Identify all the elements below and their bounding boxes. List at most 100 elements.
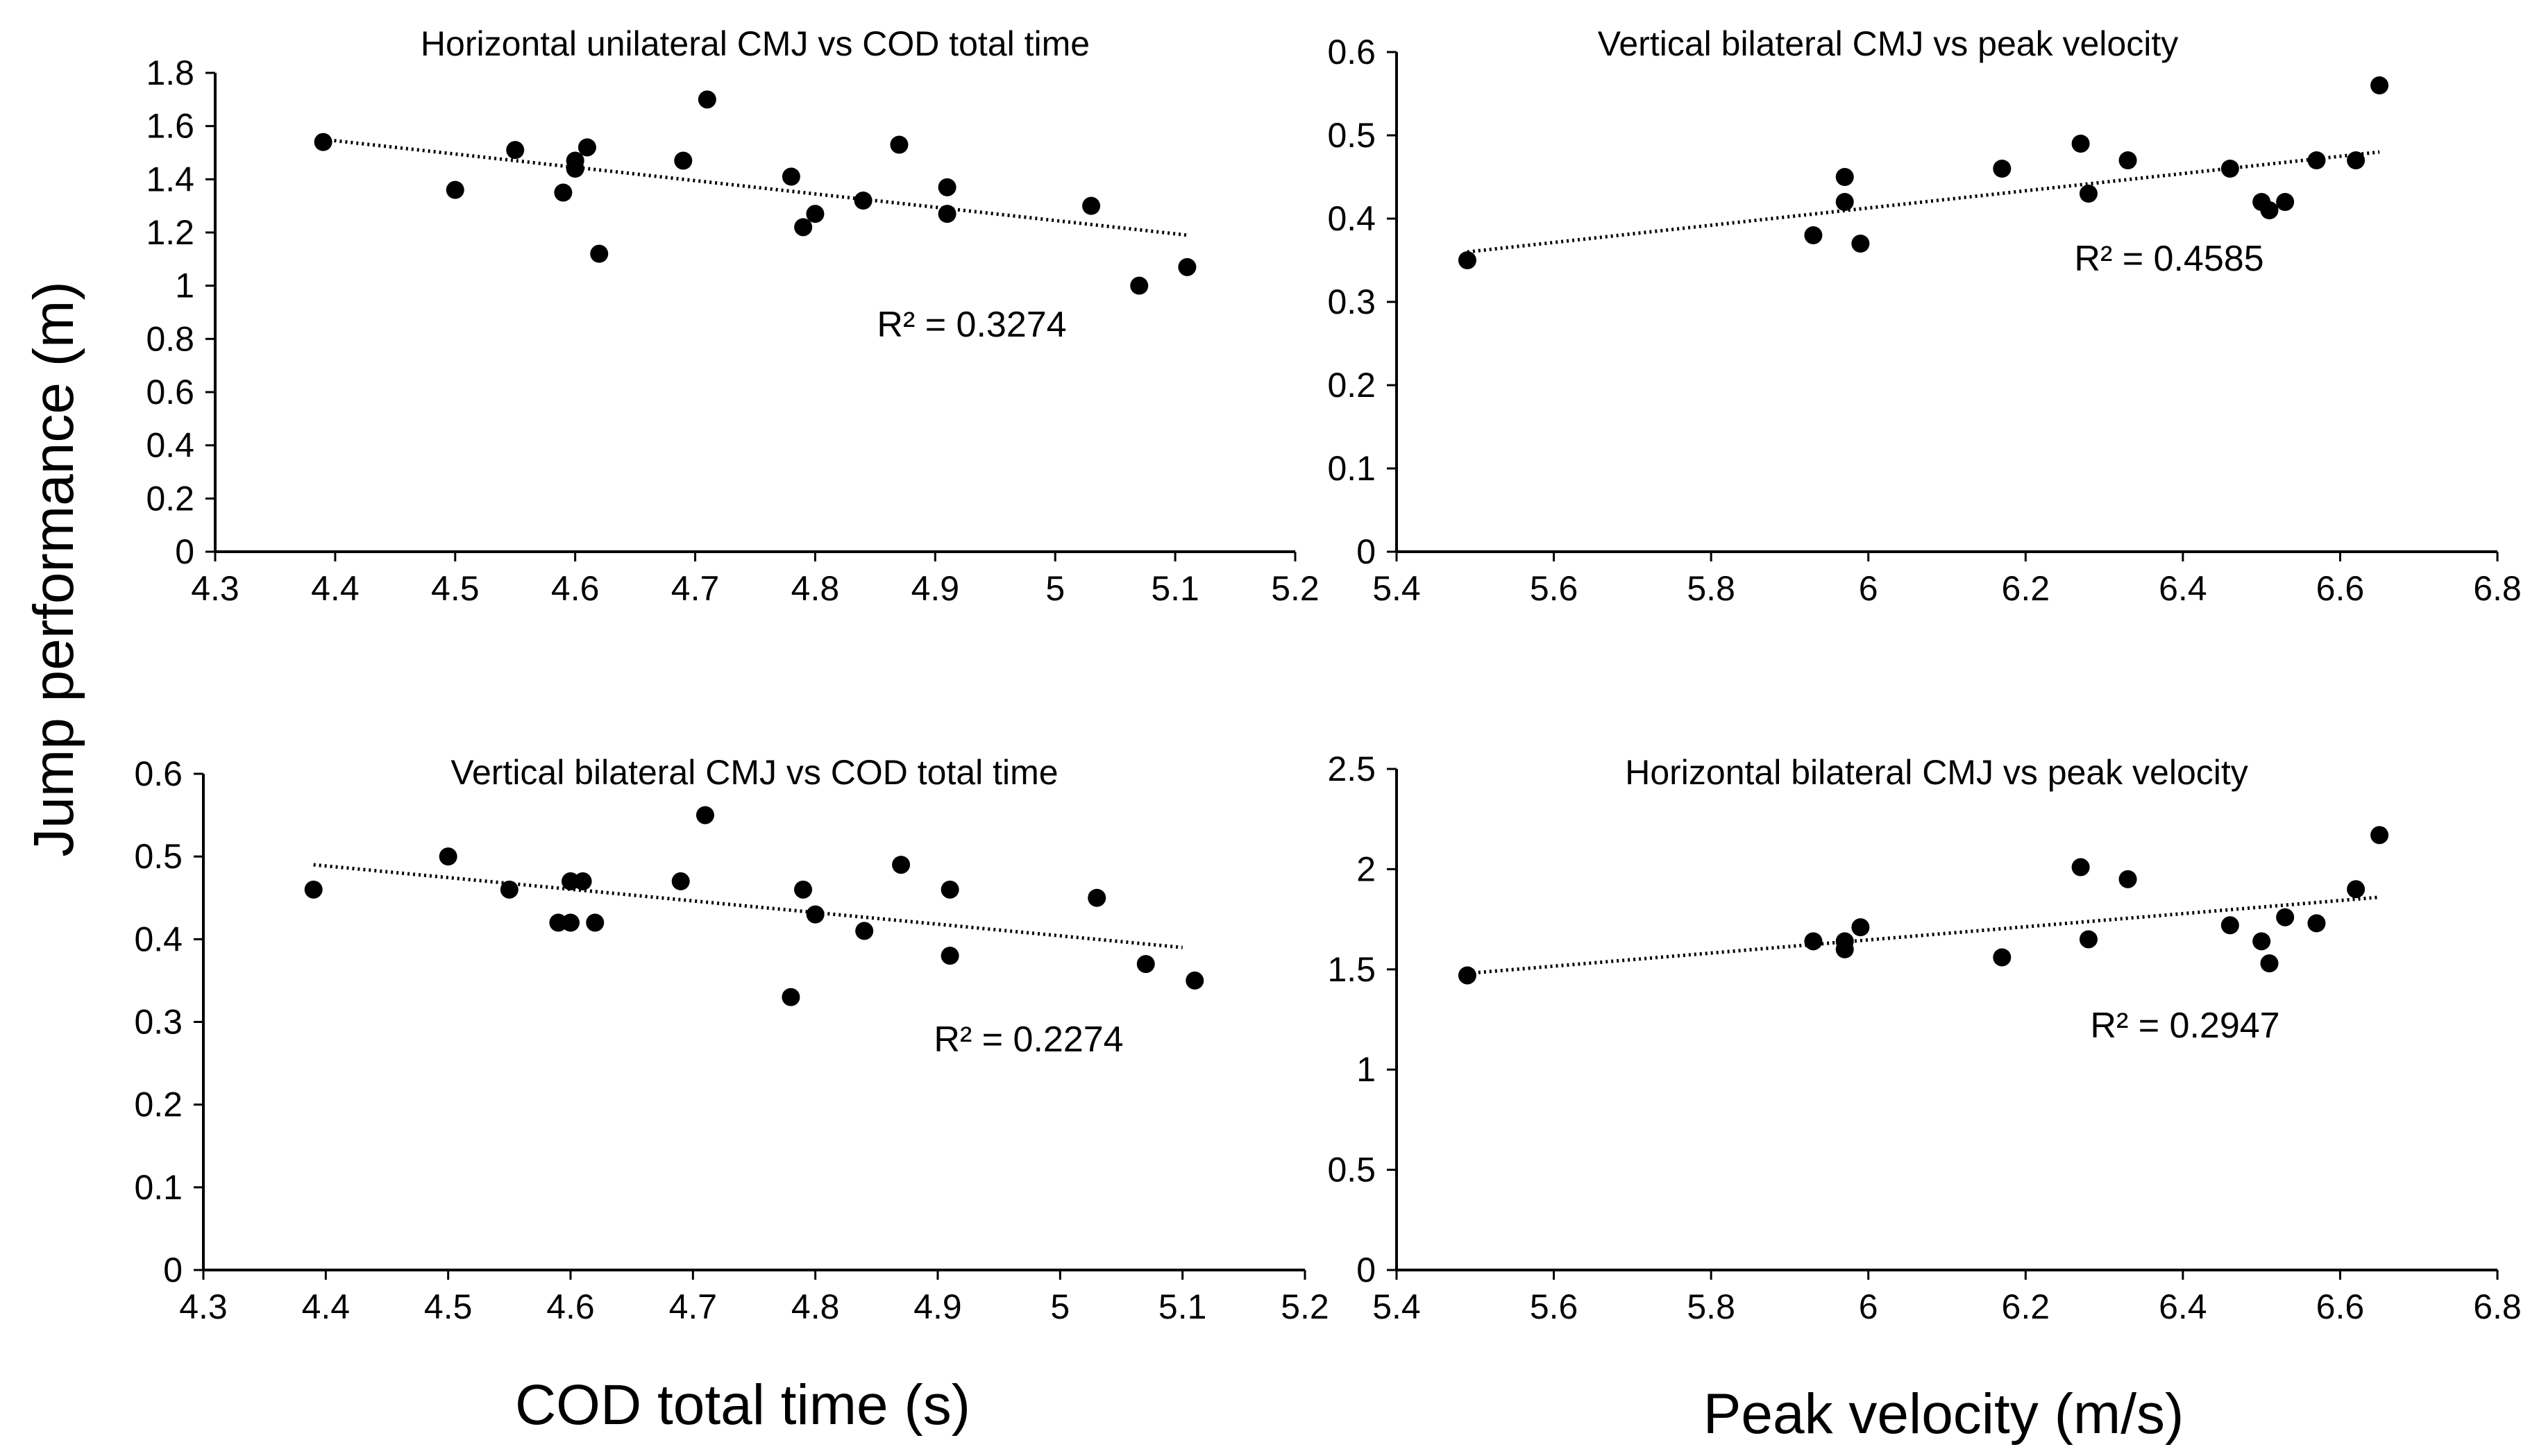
data-point <box>674 151 693 170</box>
data-point <box>1835 193 1854 211</box>
data-point <box>2260 954 2279 973</box>
data-point <box>2071 858 2090 877</box>
x-tick-label: 6 <box>1859 569 1878 608</box>
x-tick-label: 5.1 <box>1158 1287 1207 1326</box>
x-tick-label: 4.8 <box>791 1287 840 1326</box>
y-tick-label: 0.3 <box>134 1003 183 1042</box>
r-squared-label: R² = 0.4585 <box>2074 239 2263 279</box>
x-tick-label: 5.8 <box>1687 569 1735 608</box>
data-point <box>938 205 956 223</box>
y-tick-label: 0 <box>1356 532 1376 571</box>
x-tick-label: 4.9 <box>911 569 960 608</box>
data-point <box>890 135 909 154</box>
x-tick-label: 5.4 <box>1372 1287 1421 1326</box>
y-axis-label: Jump performance (m) <box>22 281 85 856</box>
data-point <box>2252 932 2271 951</box>
chart-title: Vertical bilateral CMJ vs peak velocity <box>1598 24 2178 63</box>
x-tick-label: 5.4 <box>1372 569 1421 608</box>
data-point <box>794 218 813 237</box>
y-tick-label: 0.1 <box>134 1168 183 1207</box>
data-point <box>2220 160 2239 178</box>
y-tick-label: 0.1 <box>1327 449 1376 488</box>
data-point <box>314 133 332 151</box>
trend-line <box>1467 895 2380 976</box>
data-point <box>573 872 592 890</box>
y-tick-label: 0.6 <box>1327 33 1376 71</box>
data-point <box>2347 880 2366 899</box>
x-tick-label: 4.7 <box>669 1287 718 1326</box>
data-point <box>1835 940 1854 958</box>
y-tick-label: 1.2 <box>146 213 194 252</box>
y-tick-label: 0 <box>1356 1251 1376 1289</box>
data-point <box>304 880 323 899</box>
x-tick-label: 5.6 <box>1530 1287 1578 1326</box>
chart-panel-4: 5.4 5.6 5.8 6 6.2 6.4 6.6 6.8 0 0.5 1 1.5 2 2.5 Horizo… <box>1327 750 2521 1326</box>
trend-line <box>323 137 1188 237</box>
data-point <box>892 856 911 874</box>
x-tick-label: 6.4 <box>2159 569 2207 608</box>
chart-panel-2: 5.4 5.6 5.8 6 6.2 6.4 6.6 6.8 0 0.1 0.2 0.3 0.4 0.5 0.… <box>1327 24 2521 608</box>
x-tick-label: 5.8 <box>1687 1287 1735 1326</box>
x-tick-label: 5.1 <box>1151 569 1199 608</box>
x-tick-label: 5 <box>1050 1287 1070 1326</box>
x-tick-label: 6.6 <box>2316 569 2365 608</box>
y-tick-label: 0.4 <box>134 920 183 958</box>
data-point <box>446 180 464 199</box>
data-point <box>1458 966 1476 985</box>
data-point <box>1186 971 1204 990</box>
y-tick-label: 0.6 <box>146 373 194 412</box>
r-squared-label: R² = 0.2947 <box>2090 1006 2279 1046</box>
chart-title: Horizontal bilateral CMJ vs peak velocit… <box>1625 753 2248 792</box>
data-point <box>698 90 716 109</box>
y-tick-label: 1 <box>1356 1050 1376 1089</box>
x-tick-label: 5.6 <box>1530 569 1578 608</box>
data-point <box>2071 135 2090 153</box>
y-tick-label: 1.6 <box>146 107 194 146</box>
data-point <box>2260 201 2279 219</box>
x-axis-label-right: Peak velocity (m/s) <box>1703 1382 2184 1446</box>
data-point <box>1804 932 1823 951</box>
y-tick-label: 0.6 <box>134 754 183 793</box>
chart-title: Vertical bilateral CMJ vs COD total time <box>450 753 1058 792</box>
x-tick-label: 4.5 <box>424 1287 473 1326</box>
trend-line <box>1467 150 2380 254</box>
data-point <box>854 192 872 210</box>
data-point <box>562 913 580 932</box>
x-tick-label: 4.3 <box>179 1287 228 1326</box>
data-point <box>2370 826 2389 845</box>
data-point <box>938 178 956 196</box>
x-tick-label: 6.8 <box>2473 1287 2522 1326</box>
data-point <box>782 988 800 1006</box>
data-point <box>500 880 519 899</box>
y-tick-label: 0.2 <box>146 479 194 518</box>
data-point <box>1851 918 1870 937</box>
y-tick-label: 1 <box>175 266 194 305</box>
data-point <box>1993 160 2012 178</box>
data-point <box>1851 235 1870 253</box>
r-squared-label: R² = 0.2274 <box>934 1019 1123 1060</box>
y-tick-label: 0.5 <box>1327 1151 1376 1190</box>
data-point <box>1130 276 1149 295</box>
y-tick-label: 0.5 <box>1327 116 1376 155</box>
data-point <box>794 880 813 899</box>
data-point <box>2347 151 2366 169</box>
data-point <box>2370 76 2389 94</box>
x-tick-label: 6.8 <box>2473 569 2522 608</box>
data-point <box>2276 193 2295 211</box>
x-tick-label: 4.4 <box>302 1287 351 1326</box>
x-tick-label: 4.3 <box>191 569 239 608</box>
x-tick-label: 6 <box>1859 1287 1878 1326</box>
data-point <box>566 160 584 178</box>
data-point <box>941 880 959 899</box>
y-tick-label: 0.4 <box>1327 199 1376 238</box>
y-tick-label: 0 <box>163 1251 183 1289</box>
data-point <box>695 806 714 824</box>
y-tick-label: 1.4 <box>146 160 194 198</box>
x-tick-label: 4.5 <box>431 569 480 608</box>
r-squared-label: R² = 0.3274 <box>877 305 1066 345</box>
data-point <box>941 947 959 965</box>
data-point <box>782 167 800 186</box>
x-tick-label: 4.6 <box>551 569 600 608</box>
chart-panel-3: 4.3 4.4 4.5 4.6 4.7 4.8 4.9 5 5.1 5.2 0 0.1 0.2 0.3 0.… <box>134 753 1329 1326</box>
